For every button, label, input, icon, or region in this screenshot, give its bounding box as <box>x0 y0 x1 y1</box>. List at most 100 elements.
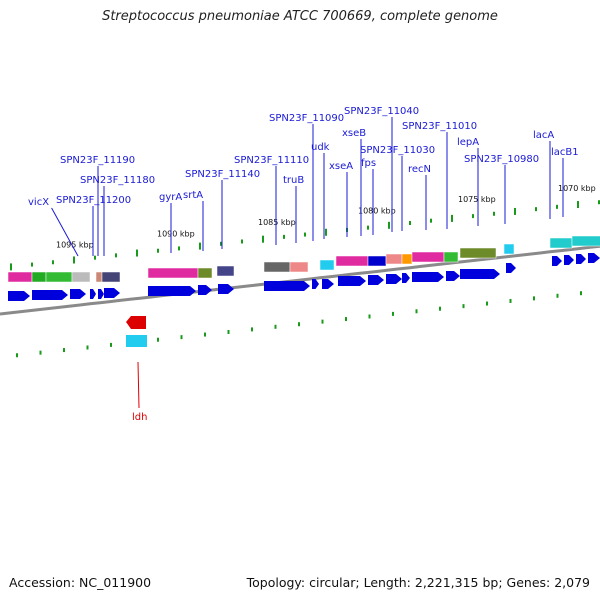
gc-tick <box>535 207 537 212</box>
gc-tick <box>241 239 243 244</box>
forward-cds-arrow <box>460 269 500 279</box>
gc-tick <box>493 211 495 216</box>
genome-backbone <box>0 244 600 316</box>
gc-tick <box>86 345 89 350</box>
gc-tick <box>486 301 488 306</box>
gc-tick <box>262 235 264 243</box>
forward-cds-arrow <box>386 274 402 284</box>
cog-box <box>401 253 413 265</box>
forward-cds-arrow <box>218 284 234 294</box>
cog-box <box>503 243 515 255</box>
forward-cds-arrow <box>402 273 410 283</box>
cog-box <box>147 267 199 279</box>
gc-tick <box>220 241 222 246</box>
gene-label: SPN23F_10980 <box>464 154 539 165</box>
forward-cds-arrow <box>264 281 310 291</box>
scale-label: 1085 kbp <box>258 218 296 227</box>
forward-cds-arrow <box>412 272 444 282</box>
cog-box <box>319 259 335 271</box>
cog-box <box>31 271 47 283</box>
cog-box <box>443 251 459 263</box>
cog-box <box>216 265 235 277</box>
gene-label: lepA <box>457 137 479 148</box>
forward-cds-arrow <box>564 255 574 265</box>
gc-tick <box>304 232 306 237</box>
gene-label: lacB1 <box>551 147 579 158</box>
cog-box <box>101 271 121 283</box>
gc-tick <box>157 248 159 253</box>
gc-tick <box>430 218 432 223</box>
gc-tick <box>73 256 75 264</box>
gene-label: SPN23F_11090 <box>269 113 344 124</box>
cog-box <box>571 235 600 247</box>
gene-label: SPN23F_11030 <box>360 145 435 156</box>
cog-box <box>126 335 147 347</box>
gc-tick <box>39 350 42 355</box>
gc-tick <box>16 353 18 358</box>
gc-tick <box>199 242 201 250</box>
cog-box <box>263 261 291 273</box>
forward-cds-arrow <box>90 289 96 299</box>
gc-tick <box>204 332 206 337</box>
gene-label: ldh <box>132 412 147 423</box>
scale-label: 1095 kbp <box>56 241 94 250</box>
genome-title: Streptococcus pneumoniae ATCC 700669, co… <box>102 9 498 24</box>
cog-box <box>385 253 403 265</box>
gc-tick <box>31 262 33 267</box>
gc-tick <box>345 317 347 322</box>
gene-label: SPN23F_11010 <box>402 121 477 132</box>
cog-box <box>549 237 573 249</box>
reverse-cds-arrow <box>126 316 146 329</box>
accession-label: Accession: NC_011900 <box>9 575 152 590</box>
cog-box <box>335 255 369 267</box>
gene-label: udk <box>311 142 330 153</box>
gc-tick <box>10 263 12 271</box>
gc-tick <box>157 337 159 342</box>
forward-cds-arrow <box>8 291 30 301</box>
gc-tick <box>580 291 582 296</box>
gene-label: fps <box>361 158 376 169</box>
gene-label: SPN23F_11200 <box>56 195 131 206</box>
gc-tick <box>283 234 285 239</box>
gc-tick <box>94 255 96 260</box>
gc-tick <box>367 225 369 230</box>
gc-tick <box>178 246 180 251</box>
gc-tick <box>472 214 474 219</box>
forward-cds-arrow <box>322 279 334 289</box>
gene-leader-line <box>51 207 79 257</box>
gc-tick <box>52 260 54 265</box>
gc-tick <box>415 309 418 314</box>
scale-label: 1075 kbp <box>458 195 496 204</box>
gene-label: srtA <box>183 190 203 201</box>
gc-tick <box>556 293 559 298</box>
gc-tick <box>298 322 300 327</box>
gc-tick <box>439 306 441 311</box>
scale-label: 1080 kbp <box>358 207 396 216</box>
gene-label: SPN23F_11040 <box>344 106 419 117</box>
gc-tick <box>388 221 390 229</box>
cog-box <box>197 267 213 279</box>
forward-cds-arrow <box>446 271 460 281</box>
gc-tick <box>556 204 558 209</box>
forward-cds-arrow <box>338 276 366 286</box>
gc-tick <box>321 319 324 324</box>
gc-tick <box>409 221 411 226</box>
cog-box <box>95 271 103 283</box>
gene-label: SPN23F_11140 <box>185 169 260 180</box>
cog-box <box>367 255 387 267</box>
gc-tick <box>115 253 117 258</box>
gene-label: xseA <box>329 161 353 172</box>
forward-cds-arrow <box>312 279 319 289</box>
gc-tick <box>110 342 112 347</box>
cog-box <box>7 271 33 283</box>
forward-cds-arrow <box>148 286 196 296</box>
gene-leader-line <box>137 361 140 409</box>
gene-label: SPN23F_11180 <box>80 175 155 186</box>
gc-tick <box>514 207 516 215</box>
gc-tick <box>509 298 512 303</box>
forward-cds-arrow <box>576 254 586 264</box>
gc-tick <box>533 296 535 301</box>
gc-tick <box>136 249 138 257</box>
scale-label: 1090 kbp <box>157 229 195 238</box>
